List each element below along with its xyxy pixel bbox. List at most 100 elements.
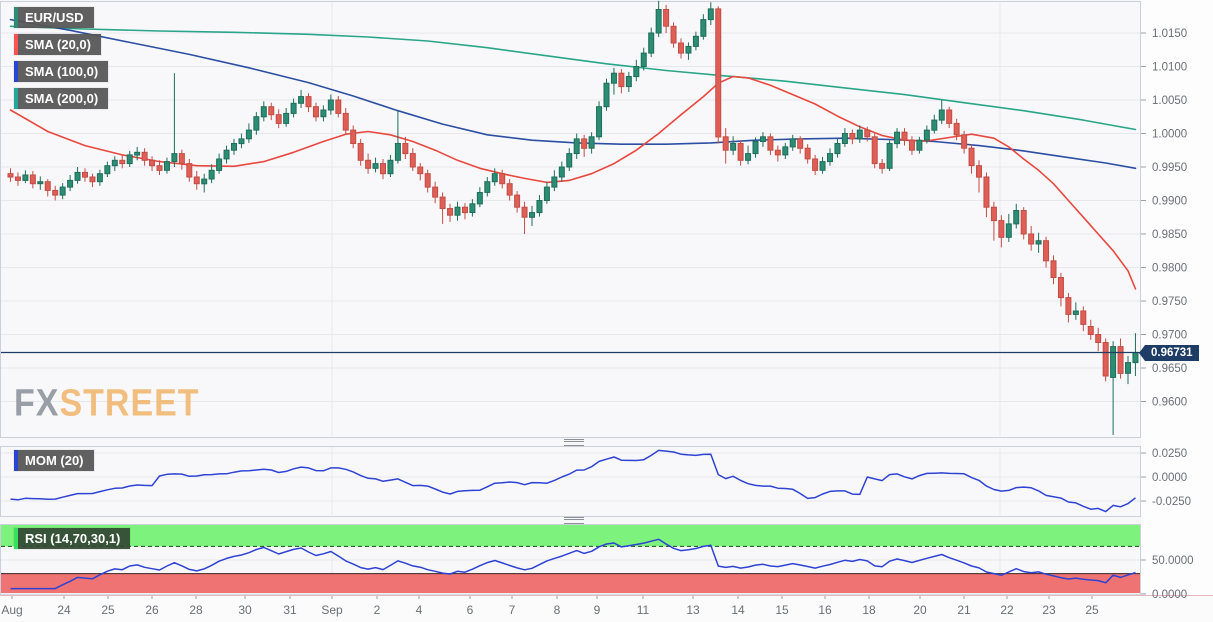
- candle-down: [268, 106, 275, 116]
- candle-down: [983, 176, 990, 208]
- time-axis-area: [0, 595, 1213, 622]
- candle-up: [692, 35, 699, 47]
- mom-legend-chip[interactable]: MOM (20): [14, 450, 94, 471]
- rsi-legend-chip[interactable]: RSI (14,70,30,1): [14, 528, 131, 549]
- time-tick-label: Sep: [321, 603, 343, 617]
- candle-down: [804, 147, 811, 160]
- candle-up: [752, 141, 759, 155]
- candle-down: [275, 114, 282, 124]
- candle-up: [454, 206, 461, 216]
- time-tick-label: 25: [1085, 603, 1099, 617]
- candle-up: [529, 212, 535, 218]
- rsi-panel-resize-grip[interactable]: [564, 517, 584, 524]
- candle-up: [283, 112, 290, 124]
- candle-down: [521, 206, 528, 218]
- candle-down: [89, 176, 96, 183]
- candle-up: [290, 102, 297, 114]
- candle-up: [387, 159, 394, 175]
- candle-down: [402, 143, 409, 155]
- candle-up: [1072, 310, 1079, 315]
- sma100-legend-chip[interactable]: SMA (100,0): [14, 61, 109, 82]
- candle-up: [700, 19, 707, 37]
- rsi-label: RSI (14,70,30,1): [25, 531, 121, 546]
- candle-down: [141, 151, 148, 161]
- symbol-legend-chip[interactable]: EUR/USD: [14, 7, 94, 28]
- price-tick-label: 0.9900: [1152, 196, 1187, 208]
- price-axis-area: [1141, 0, 1213, 595]
- candle-down: [946, 109, 953, 124]
- candle-down: [879, 163, 886, 169]
- rsi-line: [10, 538, 1136, 590]
- time-tick-label: 15: [775, 603, 789, 617]
- candle-down: [350, 129, 357, 145]
- sma20-accent-bar: [14, 34, 18, 55]
- sma100-accent-bar: [14, 61, 18, 82]
- candle-down: [409, 153, 416, 168]
- candle-up: [216, 158, 223, 171]
- candle-up: [320, 109, 327, 118]
- rsi-tick-label: 50.0000: [1152, 555, 1194, 567]
- candle-up: [476, 192, 483, 205]
- rsi-overbought-band: [1, 525, 1140, 547]
- candle-up: [238, 138, 245, 145]
- candle-down: [29, 174, 36, 185]
- candle-up: [171, 153, 178, 163]
- price-tick-label: 0.9600: [1152, 397, 1187, 409]
- candle-down: [380, 163, 386, 175]
- sma20-label: SMA (20,0): [25, 37, 91, 52]
- time-tick-label: 26: [145, 603, 159, 617]
- candle-down: [715, 8, 722, 138]
- candle-up: [111, 159, 118, 167]
- candle-up: [163, 161, 170, 171]
- candle-down: [514, 194, 521, 208]
- time-tick-label: 31: [283, 603, 297, 617]
- mom-panel-resize-grip[interactable]: [564, 439, 584, 446]
- sma200-legend-chip[interactable]: SMA (200,0): [14, 88, 109, 109]
- candle-down: [119, 159, 126, 165]
- candle-down: [774, 149, 781, 156]
- candle-up: [730, 143, 737, 151]
- candle-down: [149, 159, 156, 167]
- candle-down: [737, 143, 744, 161]
- last-price-badge: 0.96731: [1139, 344, 1199, 361]
- candle-down: [461, 206, 468, 214]
- candle-up: [596, 106, 603, 138]
- time-tick-label: 2: [374, 603, 381, 617]
- candle-down: [1065, 297, 1072, 315]
- candle-down: [1102, 342, 1109, 377]
- candle-down: [864, 129, 871, 138]
- candle-up: [603, 82, 610, 108]
- candle-up: [231, 143, 237, 151]
- time-tick-label: 11: [637, 603, 650, 617]
- candle-up: [484, 181, 491, 193]
- candle-up: [894, 131, 901, 145]
- candle-up: [1125, 362, 1131, 374]
- candle-down: [901, 131, 908, 141]
- sma20-legend-chip[interactable]: SMA (20,0): [14, 34, 101, 55]
- candle-up: [916, 139, 923, 151]
- candle-up: [1110, 346, 1117, 378]
- candle-up: [1013, 210, 1020, 225]
- time-tick-label: 23: [1042, 603, 1056, 617]
- candles-layer: [7, 0, 1139, 435]
- candle-up: [819, 161, 826, 171]
- fxstreet-watermark: FXSTREET: [14, 382, 200, 426]
- candle-down: [447, 208, 454, 216]
- time-tick-label: 6: [467, 603, 474, 617]
- mom-line: [10, 449, 1136, 513]
- panel-frame: [0, 1, 1141, 438]
- fxstreet-watermark-fx: FX: [14, 381, 60, 425]
- candle-down: [365, 159, 372, 169]
- candle-up: [707, 8, 714, 21]
- candle-up: [372, 163, 379, 169]
- time-tick-label: 13: [686, 603, 700, 617]
- candle-down: [663, 9, 670, 27]
- candle-up: [104, 165, 111, 175]
- price-tick-label: 1.0150: [1152, 28, 1187, 40]
- sma100-label: SMA (100,0): [25, 64, 99, 79]
- symbol-label: EUR/USD: [25, 10, 84, 25]
- time-tick-label: Aug: [1, 603, 22, 617]
- time-tick-label: 14: [731, 603, 745, 617]
